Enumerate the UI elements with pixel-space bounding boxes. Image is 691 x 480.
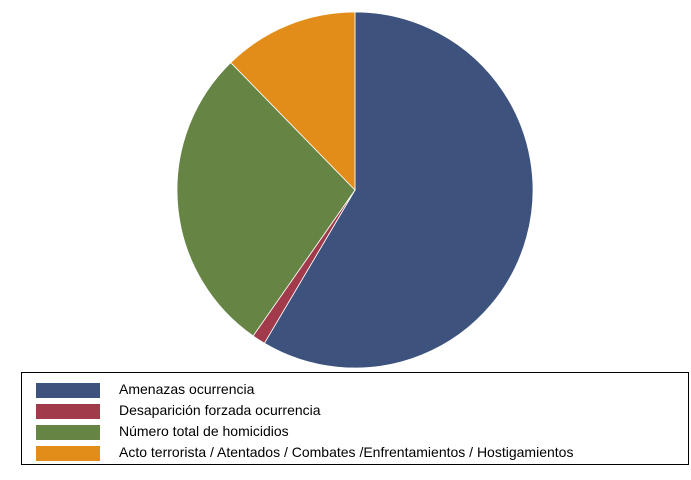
pie-chart	[176, 11, 534, 369]
pie-slice-3	[230, 11, 356, 191]
legend-swatch	[36, 425, 100, 440]
legend-swatch	[36, 446, 100, 461]
legend-label: Amenazas ocurrencia	[119, 381, 255, 397]
legend-label: Desaparición forzada ocurrencia	[119, 402, 321, 418]
pie-slice-0	[263, 11, 534, 369]
legend-swatch	[36, 404, 100, 419]
legend-label: Acto terrorista / Atentados / Combates /…	[119, 444, 574, 460]
pie-slice-2	[176, 61, 356, 337]
legend-label: Número total de homicidios	[119, 423, 289, 439]
legend: Amenazas ocurrencia Desaparición forzada …	[21, 372, 689, 465]
legend-swatch	[36, 383, 100, 398]
